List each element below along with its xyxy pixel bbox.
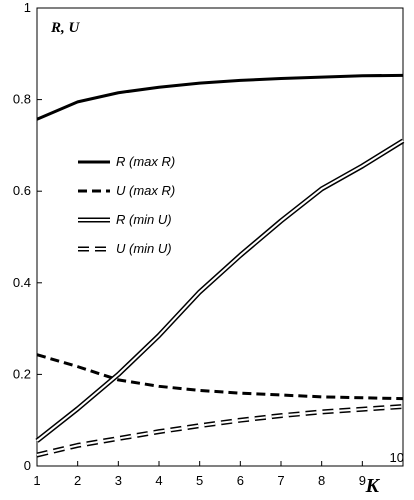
x-tick-label: 6 (237, 473, 244, 488)
x-tick-label: 1 (33, 473, 40, 488)
plot-area: 0 0.2 0.4 0.6 0.8 1 1 2 3 4 5 6 7 8 9 10 R (max R) U (m… (13, 0, 405, 488)
series-line (36, 353, 404, 401)
legend-item: R (max R) (78, 154, 175, 169)
y-tick-label: 1 (24, 0, 31, 15)
y-axis-title: R, U (50, 20, 81, 36)
legend-item: R (min U) (78, 212, 172, 227)
y-tick-label: 0.2 (13, 366, 31, 381)
legend-label: U (max R) (116, 183, 175, 198)
series-4 (36, 403, 404, 458)
series-group (35, 73, 405, 458)
x-axis-title: K (365, 475, 381, 497)
plot-frame (36, 7, 404, 467)
legend-label: R (max R) (116, 154, 175, 169)
y-tick-label: 0.4 (13, 275, 31, 290)
series-line-inner (36, 405, 404, 456)
x-tick-label: 7 (277, 473, 284, 488)
x-axis-ticks: 1 2 3 4 5 6 7 8 9 10 (33, 450, 404, 488)
y-axis-ticks: 0 0.2 0.4 0.6 0.8 1 (13, 0, 42, 473)
series-2 (36, 353, 404, 401)
series-line (36, 403, 404, 458)
x-tick-label: 4 (155, 473, 162, 488)
y-tick-label: 0.6 (13, 183, 31, 198)
series-3 (35, 138, 405, 443)
legend-item: U (min U) (78, 241, 172, 256)
legend-label: R (min U) (116, 212, 172, 227)
y-tick-label: 0.8 (13, 92, 31, 107)
series-1 (36, 73, 404, 121)
x-tick-label: 3 (115, 473, 122, 488)
legend-label: U (min U) (116, 241, 172, 256)
y-tick-label: 0 (24, 458, 31, 473)
legend-item: U (max R) (78, 183, 175, 198)
x-tick-label: 8 (318, 473, 325, 488)
x-tick-label: 9 (359, 473, 366, 488)
x-tick-label: 2 (74, 473, 81, 488)
series-line (36, 73, 404, 121)
series-line-inner (36, 139, 404, 442)
legend: R (max R) U (max R) R (min U) U (min U) (78, 154, 175, 256)
x-tick-label: 10 (390, 450, 404, 465)
x-tick-label: 5 (196, 473, 203, 488)
